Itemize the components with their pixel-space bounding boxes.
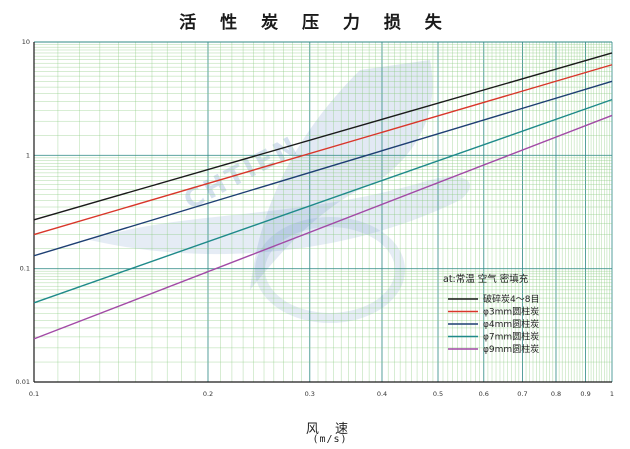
axes	[33, 42, 612, 383]
y-tick-label: 10	[22, 38, 30, 46]
series-line	[33, 64, 613, 236]
x-tick-label: 0.2	[203, 390, 213, 398]
series-line	[33, 98, 613, 304]
x-tick-label: 0.5	[433, 390, 443, 398]
legend-entry: φ9mm圆柱炭	[483, 343, 539, 355]
legend-title: at:常温 空气 密填充	[443, 273, 529, 285]
x-tick-label: 0.8	[551, 390, 561, 398]
series-line	[33, 114, 613, 340]
x-tick-label: 0.6	[479, 390, 489, 398]
legend: at:常温 空气 密填充破碎炭4～8目φ3mm圆柱炭φ4mm圆柱炭φ7mm圆柱炭…	[443, 273, 539, 355]
x-axis-label: 风 速	[305, 422, 355, 437]
x-axis-unit: (m/s)	[312, 434, 348, 445]
legend-entry: φ7mm圆柱炭	[483, 331, 539, 343]
chart-title: 活 性 炭 压 力 损 失	[179, 13, 451, 33]
x-tick-label: 0.4	[377, 390, 387, 398]
y-tick-label: 0.01	[16, 378, 30, 386]
x-tick-label: 1	[610, 390, 614, 398]
y-tick-label: 1	[26, 151, 30, 159]
legend-entry: φ4mm圆柱炭	[483, 318, 539, 330]
legend-entry: 破碎炭4～8目	[483, 293, 539, 305]
series-line	[33, 52, 613, 221]
x-tick-label: 0.9	[580, 390, 590, 398]
tick-labels: 0.1 0.2 0.3 0.4 0.5 0.6 0.7 0.8 0.9 1 10 1 0.1 0.01	[16, 38, 615, 398]
x-tick-label: 0.1	[29, 390, 39, 398]
watermark-logo: CHTIEN	[90, 60, 470, 323]
y-tick-label: 0.1	[20, 265, 30, 273]
x-tick-label: 0.3	[305, 390, 315, 398]
legend-entry: φ3mm圆柱炭	[483, 306, 539, 318]
series-lines	[33, 52, 613, 340]
series-line	[33, 80, 613, 257]
x-tick-label: 0.7	[517, 390, 527, 398]
